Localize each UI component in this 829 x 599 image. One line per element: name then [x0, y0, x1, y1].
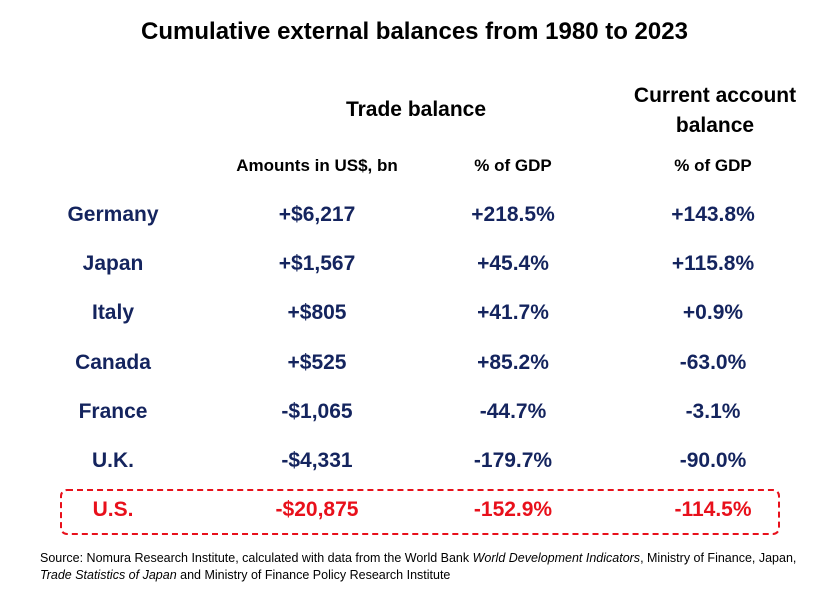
- table-row: Canada +$525 +85.2% -63.0%: [0, 348, 829, 378]
- trade-pct-cell: +41.7%: [477, 301, 549, 324]
- group-header-trade-balance: Trade balance: [345, 98, 487, 121]
- trade-pct-cell: -44.7%: [479, 400, 547, 423]
- table-row: Germany +$6,217 +218.5% +143.8%: [0, 200, 829, 230]
- country-cell: Canada: [75, 351, 151, 374]
- group-header-current-account: Current account balance: [610, 81, 820, 141]
- ca-pct-cell: -90.0%: [679, 449, 747, 472]
- table-row: France -$1,065 -44.7% -3.1%: [0, 397, 829, 427]
- ca-pct-cell: +0.9%: [682, 301, 744, 324]
- column-header-amount: Amounts in US$, bn: [236, 156, 398, 175]
- trade-amount-cell: -$1,065: [281, 400, 353, 423]
- country-cell: Japan: [82, 252, 144, 275]
- country-cell: U.K.: [92, 449, 134, 472]
- table-row: Italy +$805 +41.7% +0.9%: [0, 298, 829, 328]
- source-text-2: , Ministry of Finance, Japan,: [640, 551, 797, 565]
- trade-amount-cell: +$6,217: [278, 203, 356, 226]
- group-header-current-account-line1: Current account: [633, 84, 797, 107]
- group-header-current-account-line2: balance: [675, 114, 755, 137]
- source-text-1: Source: Nomura Research Institute, calcu…: [40, 551, 473, 565]
- source-italic-2: Trade Statistics of Japan: [40, 568, 177, 582]
- trade-amount-cell: +$525: [287, 351, 347, 374]
- trade-pct-cell: -152.9%: [473, 498, 553, 521]
- country-cell: Italy: [91, 301, 135, 324]
- ca-pct-cell: -114.5%: [674, 498, 752, 521]
- column-header-trade-pct: % of GDP: [474, 156, 552, 175]
- country-cell: France: [78, 400, 148, 423]
- trade-pct-cell: +85.2%: [477, 351, 549, 374]
- source-note: Source: Nomura Research Institute, calcu…: [40, 550, 800, 584]
- trade-pct-cell: +45.4%: [477, 252, 549, 275]
- country-cell: U.S.: [92, 498, 134, 521]
- trade-amount-cell: +$1,567: [278, 252, 356, 275]
- ca-pct-cell: +115.8%: [671, 252, 755, 275]
- trade-amount-cell: -$20,875: [275, 498, 359, 521]
- country-cell: Germany: [67, 203, 159, 226]
- source-text-3: and Ministry of Finance Policy Research …: [176, 568, 451, 582]
- table-row: Japan +$1,567 +45.4% +115.8%: [0, 249, 829, 279]
- trade-pct-cell: -179.7%: [473, 449, 553, 472]
- ca-pct-cell: -63.0%: [679, 351, 747, 374]
- table-row: U.S. -$20,875 -152.9% -114.5%: [0, 495, 829, 525]
- trade-amount-cell: -$4,331: [281, 449, 353, 472]
- chart-title: Cumulative external balances from 1980 t…: [141, 18, 688, 45]
- column-header-ca-pct: % of GDP: [674, 156, 752, 175]
- ca-pct-cell: -3.1%: [685, 400, 741, 423]
- us-highlight-box: [60, 489, 780, 535]
- trade-amount-cell: +$805: [287, 301, 347, 324]
- trade-pct-cell: +218.5%: [471, 203, 555, 226]
- table-row: U.K. -$4,331 -179.7% -90.0%: [0, 446, 829, 476]
- source-italic-1: World Development Indicators: [472, 551, 641, 565]
- ca-pct-cell: +143.8%: [671, 203, 755, 226]
